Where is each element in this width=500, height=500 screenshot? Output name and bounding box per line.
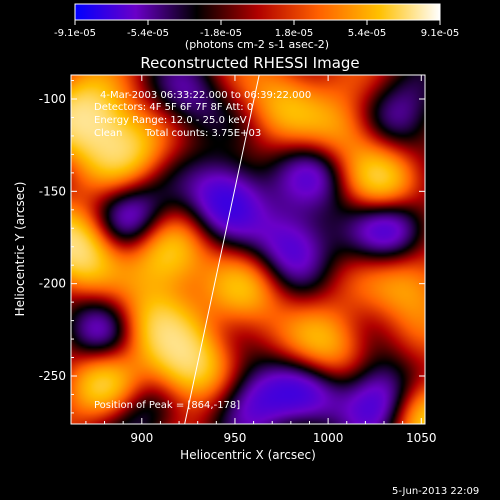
date-stamp: 5-Jun-2013 22:09	[392, 486, 479, 497]
annotation-algorithm: Clean	[94, 128, 122, 139]
x-tick-label: 1050	[406, 431, 437, 445]
colorbar-unit-label: (photons cm-2 s-1 asec-2)	[185, 38, 329, 51]
y-tick-label: -100	[39, 92, 66, 106]
colorbar: -9.1e-05 -5.4e-05 -1.8e-05 1.8e-05 5.4e-05 9.…	[54, 3, 459, 51]
y-axis: -100 -150 -200 -250	[39, 80, 425, 414]
annotation-total-counts: Total counts: 3.75E+03	[144, 128, 261, 139]
x-axis-label: Heliocentric X (arcsec)	[180, 448, 316, 462]
y-tick-label: -250	[39, 369, 66, 383]
y-axis-label: Heliocentric Y (arcsec)	[13, 182, 27, 317]
annotation-block: 4-Mar-2003 06:33:22.000 to 06:39:22.000 …	[94, 90, 311, 411]
annotation-detectors: Detectors: 4F 5F 6F 7F 8F Att: 0	[94, 102, 253, 113]
colorbar-strip	[74, 3, 441, 21]
colorbar-tick-label: 1.8e-05	[275, 28, 313, 39]
x-tick-label: 900	[130, 431, 153, 445]
colorbar-tick-label: -5.4e-05	[127, 28, 169, 39]
colorbar-tick-label: 5.4e-05	[348, 28, 386, 39]
chart-title: Reconstructed RHESSI Image	[140, 54, 359, 72]
x-tick-label: 1000	[313, 431, 344, 445]
solar-limb-line	[184, 75, 260, 424]
colorbar-tick-label: -1.8e-05	[200, 28, 242, 39]
colorbar-tick-label: -9.1e-05	[54, 28, 96, 39]
annotation-peak-position: Position of Peak = [864,-178]	[94, 400, 240, 411]
heatmap-area	[71, 75, 425, 424]
colorbar-ticks: -9.1e-05 -5.4e-05 -1.8e-05 1.8e-05 5.4e-05 9.…	[54, 20, 459, 39]
x-tick-label: 950	[224, 431, 247, 445]
plot-frame	[70, 74, 426, 425]
y-tick-label: -200	[39, 277, 66, 291]
colorbar-tick-label: 9.1e-05	[421, 28, 459, 39]
heatmap-image	[71, 75, 425, 424]
annotation-time-range: 4-Mar-2003 06:33:22.000 to 06:39:22.000	[100, 90, 311, 101]
x-axis: 900 950 1000 1050	[85, 75, 437, 445]
y-tick-label: -150	[39, 184, 66, 198]
annotation-energy-range: Energy Range: 12.0 - 25.0 keV	[94, 115, 247, 126]
